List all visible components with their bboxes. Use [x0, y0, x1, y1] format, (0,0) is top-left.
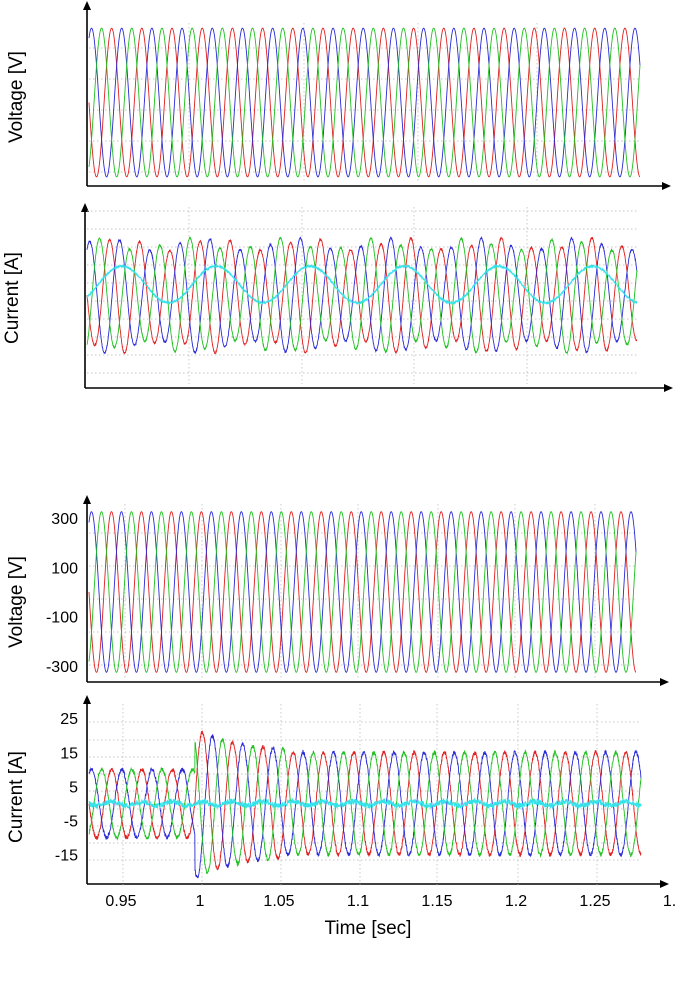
y-axis-label: Current [A] [6, 751, 27, 843]
x-axis-arrow [664, 384, 673, 392]
series-line-phase_b [86, 236, 638, 354]
x-tick-label: 0.95 [105, 893, 136, 910]
x-axis-arrow [662, 182, 671, 190]
y-axis-label: Voltage [V] [6, 556, 27, 648]
y-tick-label: -15 [55, 848, 78, 865]
y-axis-label: Voltage [V] [6, 51, 27, 143]
y-axis-label: Current [A] [2, 252, 23, 344]
x-tick-label: 1.15 [421, 893, 452, 910]
series-line-phase_a [88, 511, 637, 673]
bottom-voltage-panel: Voltage [V] 300 100 -100 -300 [6, 495, 669, 686]
series-line-phase_a [88, 730, 642, 871]
y-axis-arrow [83, 695, 91, 704]
y-tick-label: -5 [64, 814, 78, 831]
x-tick-label: 1.1 [347, 893, 369, 910]
series-line-phase_c [86, 236, 638, 355]
top-voltage-panel: Voltage [V] [6, 1, 671, 190]
y-tick-label: 15 [60, 745, 78, 762]
x-tick-label: 1.2 [505, 893, 527, 910]
bottom-current-panel: Current [A] Time [sec] 25 15 5 -5 -15 0.95 1 1.… [6, 695, 675, 939]
series-line-phase_c [88, 737, 642, 875]
x-axis-arrow [660, 678, 669, 686]
y-axis-arrow [83, 1, 91, 10]
x-axis-arrow [660, 880, 669, 888]
series-line-phase_b [88, 27, 641, 178]
series-line-phase_c [88, 27, 641, 178]
y-tick-label: -100 [46, 610, 78, 627]
y-tick-label: 100 [51, 560, 78, 577]
x-tick-label: 1 [196, 893, 205, 910]
y-tick-label: 25 [60, 711, 78, 728]
series-line-phase_a [86, 236, 638, 355]
series-line-phase_b [88, 511, 637, 673]
y-tick-label: -300 [46, 659, 78, 676]
series-line-phase_b [88, 734, 642, 879]
y-tick-label: 5 [69, 780, 78, 797]
series-line-phase_c [88, 511, 637, 673]
x-tick-label: 1.25 [579, 893, 610, 910]
y-axis-arrow [81, 203, 89, 212]
x-axis-label: Time [sec] [325, 918, 412, 939]
x-tick-label: 1.3 [663, 893, 675, 910]
y-tick-label: 300 [51, 511, 78, 528]
x-tick-label: 1.05 [263, 893, 294, 910]
series-line-phase_a [88, 27, 641, 178]
series-line-neutral [86, 263, 638, 306]
y-axis-arrow [83, 495, 91, 504]
top-current-panel: Current [A] [2, 203, 673, 392]
series-line-neutral [88, 797, 642, 810]
